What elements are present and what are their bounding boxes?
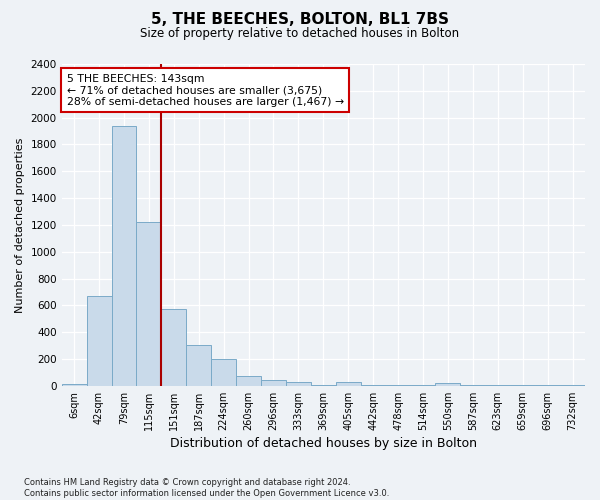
- Bar: [510, 385, 535, 386]
- Bar: [236, 376, 261, 386]
- Bar: [460, 385, 485, 386]
- Y-axis label: Number of detached properties: Number of detached properties: [15, 137, 25, 312]
- Bar: [161, 308, 186, 386]
- Text: 5 THE BEECHES: 143sqm
← 71% of detached houses are smaller (3,675)
28% of semi-d: 5 THE BEECHES: 143sqm ← 71% of detached …: [67, 74, 344, 107]
- Bar: [535, 385, 560, 386]
- Bar: [311, 385, 336, 386]
- X-axis label: Distribution of detached houses by size in Bolton: Distribution of detached houses by size …: [170, 437, 477, 450]
- Bar: [286, 382, 311, 386]
- Text: Contains HM Land Registry data © Crown copyright and database right 2024.
Contai: Contains HM Land Registry data © Crown c…: [24, 478, 389, 498]
- Bar: [336, 382, 361, 386]
- Bar: [261, 380, 286, 386]
- Bar: [86, 296, 112, 386]
- Bar: [136, 222, 161, 386]
- Text: Size of property relative to detached houses in Bolton: Size of property relative to detached ho…: [140, 28, 460, 40]
- Bar: [62, 384, 86, 386]
- Bar: [361, 385, 386, 386]
- Bar: [560, 385, 585, 386]
- Bar: [410, 385, 436, 386]
- Bar: [436, 383, 460, 386]
- Bar: [485, 385, 510, 386]
- Bar: [386, 385, 410, 386]
- Bar: [186, 345, 211, 386]
- Text: 5, THE BEECHES, BOLTON, BL1 7BS: 5, THE BEECHES, BOLTON, BL1 7BS: [151, 12, 449, 28]
- Bar: [112, 126, 136, 386]
- Bar: [211, 359, 236, 386]
